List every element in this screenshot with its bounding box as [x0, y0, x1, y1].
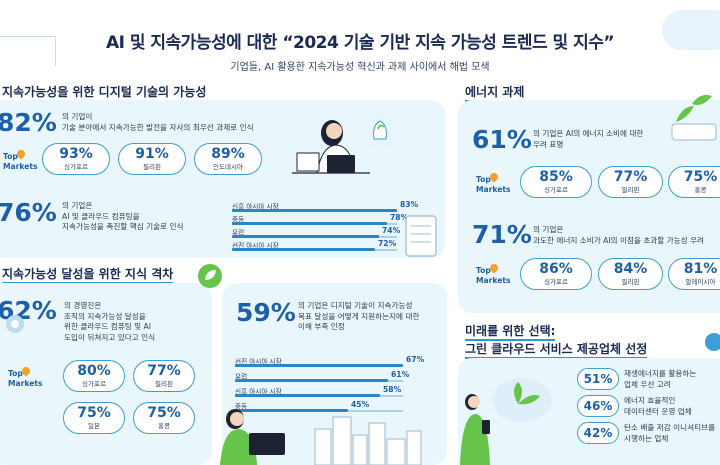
- region-label: 선진 아시아 시장: [232, 242, 279, 250]
- top-markets-label: Top Markets: [476, 171, 511, 195]
- energy-market-pill: 86% 싱가포르: [520, 258, 592, 290]
- section-title-future: 미래를 위한 선택:: [465, 324, 556, 341]
- future-stat-value: 46%: [583, 399, 613, 413]
- region-bar: [232, 235, 379, 238]
- region-label: 신흥 아시아 시장: [235, 388, 282, 396]
- page-subtitle: 기업들, AI 활용한 지속가능성 혁신과 과제 사이에서 해법 모색: [230, 62, 490, 73]
- top-markets-label: Top Markets: [8, 365, 43, 389]
- energy-market-pill: 81% 말레이시아: [668, 258, 720, 290]
- region-bar: [232, 248, 375, 251]
- future-stat-pill: 46%: [577, 395, 619, 417]
- future-stat-text: 재생에너지를 활용하는 업체 우선 고려: [624, 369, 697, 389]
- top-markets-label: Top Markets: [476, 262, 511, 286]
- cloud-icon: [6, 315, 24, 333]
- gap-stat1-text: 의 경영진은 조직의 지속가능성 달성을 위한 클라우드 컴퓨팅 및 AI 도입…: [64, 301, 156, 342]
- digital-stat1-text: 의 기업이 기술 분야에서 지속가능한 발전을 자사의 최우선 과제로 인식: [62, 112, 254, 132]
- energy-stat1-value: 61%: [472, 125, 532, 154]
- leaf-icon: [198, 264, 222, 288]
- future-stat-pill: 42%: [577, 422, 619, 444]
- energy-stat1-text: 의 기업은 AI의 에너지 소비에 대한 우려 표명: [533, 129, 644, 149]
- digital-stat2-text: 의 기업은 AI 및 클라우드 컴퓨팅을 지속가능성을 촉진할 핵심 기술로 인…: [62, 201, 184, 231]
- region-label: 유럽: [235, 373, 248, 381]
- section-title-future-sub: 그린 클라우드 서비스 제공업체 선정: [465, 342, 648, 359]
- gap-market-pill: 75% 일본: [63, 402, 125, 434]
- region-value: 45%: [351, 400, 370, 409]
- energy-market-pill: 77% 필리핀: [598, 166, 663, 198]
- energy-stat2-text: 의 기업은 과도한 에너지 소비가 AI의 이점을 초과할 가능성 우려: [533, 225, 705, 245]
- section-title-energy: 에너지 과제: [465, 85, 525, 102]
- energy-market-pill: 84% 필리핀: [598, 258, 663, 290]
- region-bar: [232, 222, 387, 225]
- digital-stat2-value: 76%: [0, 198, 57, 227]
- page-title: AI 및 지속가능성에 대한 “2024 기술 기반 지속 가능성 트렌드 및 …: [105, 33, 615, 53]
- energy-market-pill: 75% 홍콩: [668, 166, 720, 198]
- server-icon: [405, 215, 437, 257]
- region-value: 72%: [378, 239, 397, 248]
- circuit-decoration: [0, 36, 56, 66]
- future-stat-text: 에너지 효율적인 데이터센터 운영 업체: [624, 396, 692, 416]
- person-plant-illustration: [460, 378, 552, 465]
- region-bar: [235, 394, 380, 397]
- future-stat-pill: 51%: [577, 368, 619, 390]
- top-markets-label: Top Markets: [3, 148, 38, 172]
- future-stat-value: 51%: [583, 372, 613, 386]
- region-label: 신흥 아시아 시장: [232, 203, 279, 211]
- region-value: 74%: [382, 226, 401, 235]
- city-buildings-icon: [220, 409, 422, 465]
- region-label: 선진 아시아 시장: [235, 358, 282, 366]
- region-bar: [235, 379, 388, 382]
- gap-market-pill: 75% 홍콩: [133, 402, 195, 434]
- person-laptop-illustration: [292, 113, 398, 174]
- gap-stat2-text: 의 기업은 디지털 기술이 지속가능성 목표 달성을 어떻게 지원하는지에 대한…: [298, 301, 420, 331]
- region-value: 83%: [400, 200, 419, 209]
- gap-stat2-value: 59%: [236, 298, 296, 327]
- region-bar: [235, 409, 348, 412]
- gap-market-pill: 77% 필리핀: [133, 360, 195, 392]
- region-label: 유럽: [232, 229, 245, 237]
- section-title-gap: 지속가능성 달성을 위한 지식 격차: [2, 267, 174, 284]
- section-title-digital: 지속가능성을 위한 디지털 기술의 가능성: [2, 85, 207, 102]
- future-stat-value: 42%: [583, 426, 613, 440]
- region-value: 78%: [390, 213, 409, 222]
- region-value: 67%: [406, 355, 425, 364]
- digital-market-pill: 91% 필리핀: [118, 143, 186, 175]
- digital-market-pill: 93% 싱가포르: [42, 143, 110, 175]
- region-label: 중동: [235, 403, 248, 411]
- gap-market-pill: 80% 싱가포르: [63, 360, 125, 392]
- future-stat-text: 탄소 배출 저감 이니셔티브를 시행하는 업체: [624, 423, 716, 443]
- region-label: 중동: [232, 216, 245, 224]
- region-bar: [235, 364, 403, 367]
- cloud-icon: [705, 333, 720, 351]
- cloud-icon: [662, 10, 720, 50]
- digital-market-pill: 89% 인도네시아: [194, 143, 262, 175]
- energy-stat2-value: 71%: [472, 220, 532, 249]
- region-bar: [232, 209, 397, 212]
- digital-stat1-value: 82%: [0, 108, 57, 137]
- energy-market-pill: 85% 싱가포르: [520, 166, 592, 198]
- battery-icon: [671, 95, 717, 141]
- region-value: 61%: [391, 370, 410, 379]
- region-value: 58%: [383, 385, 402, 394]
